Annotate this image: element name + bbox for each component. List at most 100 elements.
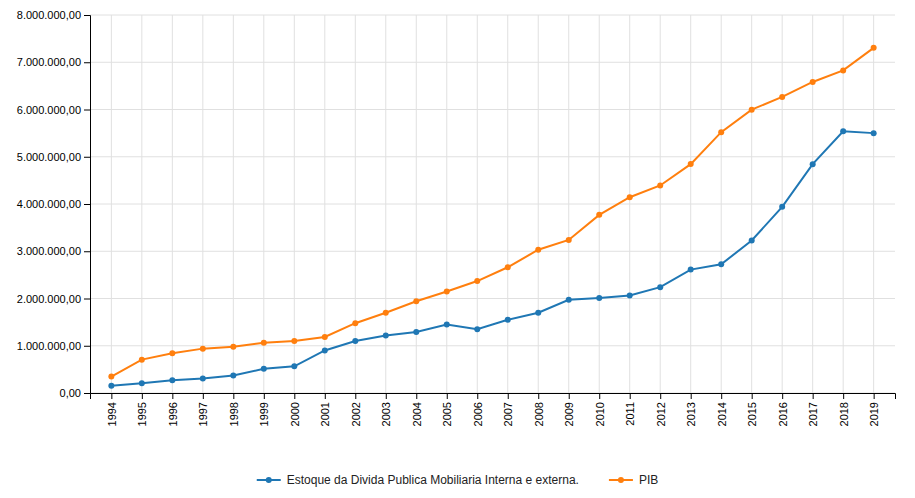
x-tick-label: 2000 bbox=[289, 402, 301, 426]
grid-line-y bbox=[90, 109, 895, 110]
grid-line-y bbox=[90, 345, 895, 346]
series-point bbox=[352, 320, 358, 326]
x-tick-label: 2004 bbox=[411, 402, 423, 426]
x-tick-label: 2019 bbox=[868, 402, 880, 426]
series-point bbox=[840, 67, 846, 73]
series-point bbox=[474, 326, 480, 332]
x-tick: 2015 bbox=[746, 393, 758, 426]
series-point bbox=[291, 363, 297, 369]
series-point bbox=[108, 374, 114, 380]
legend-item: Estoque da Divida Publica Mobiliaria Int… bbox=[257, 473, 579, 487]
x-tick: 2001 bbox=[319, 393, 331, 426]
grid-line-y bbox=[90, 156, 895, 157]
x-tick-mark bbox=[813, 393, 814, 399]
x-tick-label: 2017 bbox=[807, 402, 819, 426]
series-point bbox=[871, 45, 877, 51]
y-tick-mark bbox=[84, 62, 90, 63]
x-tick-mark bbox=[782, 393, 783, 399]
x-tick-label: 2001 bbox=[319, 402, 331, 426]
grid-line-x bbox=[873, 15, 874, 393]
grid-line-x bbox=[812, 15, 813, 393]
grid-line-x bbox=[568, 15, 569, 393]
series-point bbox=[627, 292, 633, 298]
x-tick-mark bbox=[508, 393, 509, 399]
x-tick-label: 1996 bbox=[167, 402, 179, 426]
grid-line-y bbox=[90, 15, 895, 16]
series-point bbox=[413, 298, 419, 304]
grid-line-x bbox=[690, 15, 691, 393]
series-point bbox=[840, 128, 846, 134]
x-tick: 2003 bbox=[380, 393, 392, 426]
x-tick: 2000 bbox=[289, 393, 301, 426]
x-tick: 2012 bbox=[655, 393, 667, 426]
series-point bbox=[596, 295, 602, 301]
chart: 1994199519961997199819992000200120022003… bbox=[0, 0, 915, 498]
grid-line-y bbox=[90, 251, 895, 252]
series-point bbox=[505, 317, 511, 323]
x-tick: 2011 bbox=[624, 393, 636, 426]
series-point bbox=[200, 375, 206, 381]
grid-line-y bbox=[90, 204, 895, 205]
x-tick-mark bbox=[386, 393, 387, 399]
y-tick-label: 5.000.000,00 bbox=[17, 151, 81, 163]
x-tick-mark bbox=[111, 393, 112, 399]
x-tick: 2016 bbox=[777, 393, 789, 426]
x-tick: 2002 bbox=[350, 393, 362, 426]
x-tick: 2018 bbox=[838, 393, 850, 426]
series-point bbox=[718, 261, 724, 267]
y-tick: 5.000.000,00 bbox=[17, 151, 90, 163]
y-tick-mark bbox=[84, 157, 90, 158]
x-tick-mark bbox=[416, 393, 417, 399]
x-tick-label: 2010 bbox=[594, 402, 606, 426]
series-point bbox=[810, 161, 816, 167]
legend-marker bbox=[618, 477, 624, 483]
series-point bbox=[596, 212, 602, 218]
y-tick-label: 1.000.000,00 bbox=[17, 340, 81, 352]
legend-marker bbox=[266, 477, 272, 483]
series-point bbox=[230, 373, 236, 379]
grid-line-x bbox=[416, 15, 417, 393]
series-point bbox=[474, 278, 480, 284]
grid-line-x bbox=[111, 15, 112, 393]
series-point bbox=[718, 129, 724, 135]
y-tick: 4.000.000,00 bbox=[17, 198, 90, 210]
series-point bbox=[169, 377, 175, 383]
series-point bbox=[627, 194, 633, 200]
legend-label: PIB bbox=[639, 473, 658, 487]
grid-line-y bbox=[90, 298, 895, 299]
y-tick-mark bbox=[84, 393, 90, 394]
y-axis: 0,001.000.000,002.000.000,003.000.000,00… bbox=[17, 9, 91, 399]
y-tick-mark bbox=[84, 346, 90, 347]
x-tick-label: 2012 bbox=[655, 402, 667, 426]
series-point bbox=[230, 344, 236, 350]
y-tick: 1.000.000,00 bbox=[17, 340, 90, 352]
x-tick-label: 2008 bbox=[533, 402, 545, 426]
series-point bbox=[139, 357, 145, 363]
series-point bbox=[505, 264, 511, 270]
series-point bbox=[566, 237, 572, 243]
series-point bbox=[444, 289, 450, 295]
legend-item: PIB bbox=[609, 473, 658, 487]
x-tick-mark bbox=[721, 393, 722, 399]
grid-line-x bbox=[599, 15, 600, 393]
x-tick-label: 2005 bbox=[441, 402, 453, 426]
x-tick-mark bbox=[142, 393, 143, 399]
x-tick: 1995 bbox=[136, 393, 148, 426]
grid-line-x bbox=[202, 15, 203, 393]
series-point bbox=[535, 247, 541, 253]
grid-line-x bbox=[355, 15, 356, 393]
y-tick-label: 2.000.000,00 bbox=[17, 293, 81, 305]
grid-line-y bbox=[90, 62, 895, 63]
series-point bbox=[413, 329, 419, 335]
y-tick: 3.000.000,00 bbox=[17, 245, 90, 257]
y-tick-label: 6.000.000,00 bbox=[17, 104, 81, 116]
y-tick-label: 7.000.000,00 bbox=[17, 56, 81, 68]
grid-line-x bbox=[538, 15, 539, 393]
series-point bbox=[261, 340, 267, 346]
grid-line-x bbox=[446, 15, 447, 393]
x-tick-label: 1998 bbox=[228, 402, 240, 426]
x-tick-label: 2003 bbox=[380, 402, 392, 426]
legend: Estoque da Divida Publica Mobiliaria Int… bbox=[257, 473, 659, 487]
grid-line-x bbox=[660, 15, 661, 393]
x-tick-mark bbox=[691, 393, 692, 399]
